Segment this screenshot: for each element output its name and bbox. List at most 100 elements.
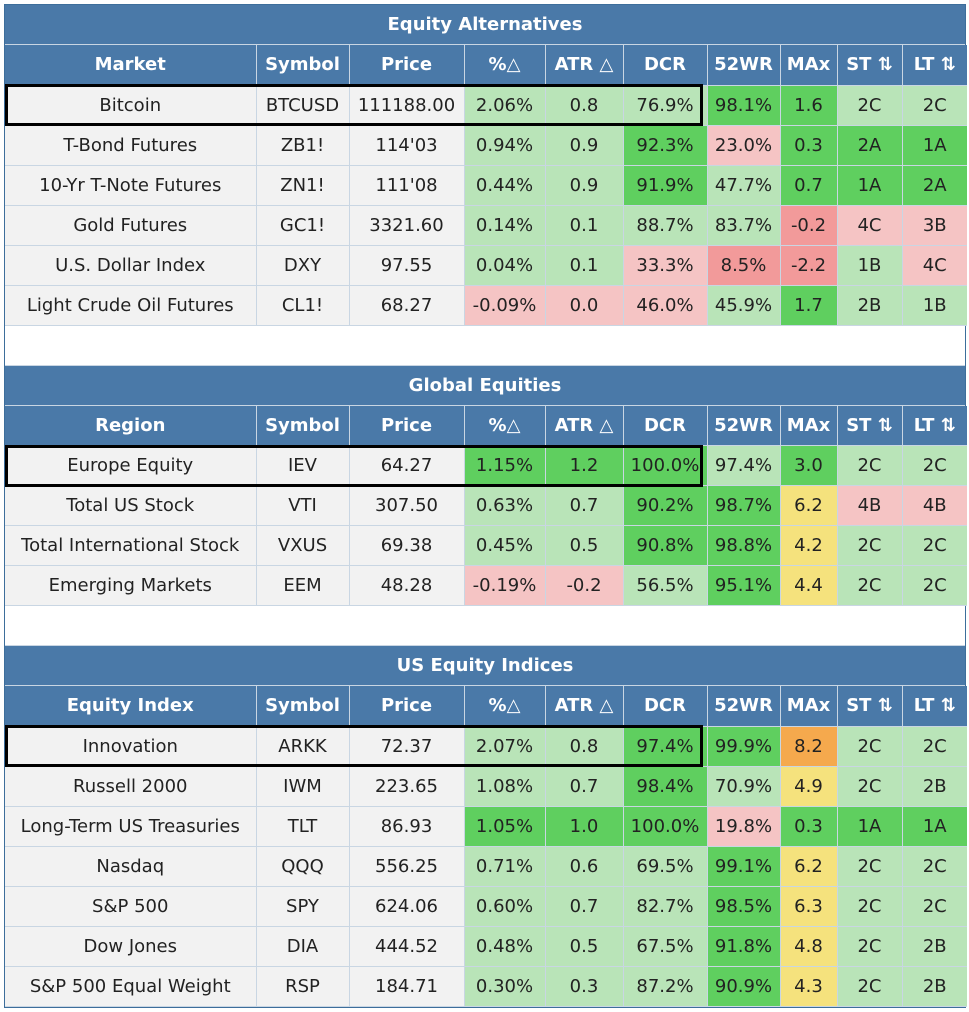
- table-row[interactable]: Total US Stock VTI 307.50 0.63% 0.7 90.2% 98.7…: [5, 485, 967, 526]
- section-global-equities: Global Equities Region Symbol Price %△ ATR △ D…: [5, 365, 967, 606]
- cell-price: 72.37: [349, 726, 465, 767]
- cell-max: 6.2: [780, 485, 838, 526]
- cell-dcr: 90.8%: [623, 525, 708, 566]
- column-header-name[interactable]: Market: [5, 45, 257, 86]
- cell-name: Long-Term US Treasuries: [5, 806, 257, 847]
- cell-atr-change: 0.9: [545, 165, 624, 206]
- cell-52wr: 23.0%: [707, 125, 781, 166]
- cell-symbol: DXY: [256, 245, 350, 286]
- cell-lt: 2C: [902, 846, 967, 887]
- cell-52wr: 45.9%: [707, 285, 781, 326]
- cell-pct-change: -0.19%: [464, 565, 546, 606]
- cell-max: -0.2: [780, 205, 838, 246]
- cell-st: 4B: [837, 485, 903, 526]
- column-header-52wr[interactable]: 52WR: [707, 45, 781, 86]
- column-header-price[interactable]: Price: [349, 686, 465, 727]
- table-row[interactable]: Innovation ARKK 72.37 2.07% 0.8 97.4% 99.9% 8.2…: [5, 726, 967, 767]
- table-row[interactable]: Bitcoin BTCUSD 111188.00 2.06% 0.8 76.9% 98.1%…: [5, 85, 967, 126]
- column-header-atr-change[interactable]: ATR △: [545, 686, 624, 727]
- cell-dcr: 87.2%: [623, 966, 708, 1007]
- table-row[interactable]: Emerging Markets EEM 48.28 -0.19% -0.2 56.5% 9…: [5, 565, 967, 606]
- column-header-name[interactable]: Region: [5, 405, 257, 446]
- cell-lt: 3B: [902, 205, 967, 246]
- table-row[interactable]: Long-Term US Treasuries TLT 86.93 1.05% 1.0 1…: [5, 806, 967, 847]
- column-header-lt[interactable]: LT ⇅: [902, 686, 967, 727]
- cell-price: 307.50: [349, 485, 465, 526]
- column-header-dcr[interactable]: DCR: [623, 405, 708, 446]
- column-header-max[interactable]: MAx: [780, 686, 838, 727]
- cell-lt: 2C: [902, 85, 967, 126]
- table-row[interactable]: Light Crude Oil Futures CL1! 68.27 -0.09% 0.…: [5, 285, 967, 326]
- table-row[interactable]: 10-Yr T-Note Futures ZN1! 111'08 0.44% 0.9 91…: [5, 165, 967, 206]
- cell-atr-change: 0.0: [545, 285, 624, 326]
- cell-max: 3.0: [780, 445, 838, 486]
- cell-st: 2C: [837, 525, 903, 566]
- data-table: Equity Index Symbol Price %△ ATR △ DCR 52WR MAx…: [5, 686, 967, 1007]
- column-header-symbol[interactable]: Symbol: [256, 45, 350, 86]
- cell-dcr: 88.7%: [623, 205, 708, 246]
- column-header-st[interactable]: ST ⇅: [837, 405, 903, 446]
- cell-dcr: 92.3%: [623, 125, 708, 166]
- column-header-lt[interactable]: LT ⇅: [902, 405, 967, 446]
- cell-pct-change: 2.06%: [464, 85, 546, 126]
- column-header-lt[interactable]: LT ⇅: [902, 45, 967, 86]
- table-row[interactable]: U.S. Dollar Index DXY 97.55 0.04% 0.1 33.3% 8.…: [5, 245, 967, 286]
- cell-symbol: ZN1!: [256, 165, 350, 206]
- column-header-symbol[interactable]: Symbol: [256, 405, 350, 446]
- cell-price: 64.27: [349, 445, 465, 486]
- cell-price: 69.38: [349, 525, 465, 566]
- column-header-52wr[interactable]: 52WR: [707, 405, 781, 446]
- table-row[interactable]: S&P 500 SPY 624.06 0.60% 0.7 82.7% 98.5% 6.3 2C 2…: [5, 886, 967, 927]
- cell-52wr: 91.8%: [707, 926, 781, 967]
- header-row: Market Symbol Price %△ ATR △ DCR 52WR MAx ST ⇅ LT…: [5, 45, 967, 86]
- column-header-dcr[interactable]: DCR: [623, 45, 708, 86]
- cell-dcr: 98.4%: [623, 766, 708, 807]
- cell-symbol: IWM: [256, 766, 350, 807]
- cell-max: 1.6: [780, 85, 838, 126]
- table-row[interactable]: Europe Equity IEV 64.27 1.15% 1.2 100.0% 97.4%…: [5, 445, 967, 486]
- cell-pct-change: 0.04%: [464, 245, 546, 286]
- column-header-pct-change[interactable]: %△: [464, 405, 546, 446]
- column-header-price[interactable]: Price: [349, 45, 465, 86]
- cell-lt: 4C: [902, 245, 967, 286]
- column-header-atr-change[interactable]: ATR △: [545, 405, 624, 446]
- cell-atr-change: 0.8: [545, 85, 624, 126]
- column-header-st[interactable]: ST ⇅: [837, 686, 903, 727]
- table-row[interactable]: T-Bond Futures ZB1! 114'03 0.94% 0.9 92.3% 23.…: [5, 125, 967, 166]
- table-row[interactable]: Total International Stock VXUS 69.38 0.45% 0…: [5, 525, 967, 566]
- column-header-symbol[interactable]: Symbol: [256, 686, 350, 727]
- cell-atr-change: 0.8: [545, 726, 624, 767]
- column-header-st[interactable]: ST ⇅: [837, 45, 903, 86]
- cell-lt: 2B: [902, 926, 967, 967]
- column-header-pct-change[interactable]: %△: [464, 686, 546, 727]
- column-header-52wr[interactable]: 52WR: [707, 686, 781, 727]
- cell-52wr: 99.1%: [707, 846, 781, 887]
- table-row[interactable]: Russell 2000 IWM 223.65 1.08% 0.7 98.4% 70.9% 4…: [5, 766, 967, 807]
- cell-st: 4C: [837, 205, 903, 246]
- column-header-pct-change[interactable]: %△: [464, 45, 546, 86]
- column-header-dcr[interactable]: DCR: [623, 686, 708, 727]
- cell-max: 4.8: [780, 926, 838, 967]
- table-row[interactable]: Dow Jones DIA 444.52 0.48% 0.5 67.5% 91.8% 4.8 2…: [5, 926, 967, 967]
- column-header-name[interactable]: Equity Index: [5, 686, 257, 727]
- cell-st: 2A: [837, 125, 903, 166]
- cell-max: -2.2: [780, 245, 838, 286]
- cell-52wr: 19.8%: [707, 806, 781, 847]
- column-header-price[interactable]: Price: [349, 405, 465, 446]
- table-row[interactable]: Gold Futures GC1! 3321.60 0.14% 0.1 88.7% 83.7…: [5, 205, 967, 246]
- table-row[interactable]: S&P 500 Equal Weight RSP 184.71 0.30% 0.3 87.…: [5, 966, 967, 1007]
- column-header-max[interactable]: MAx: [780, 405, 838, 446]
- cell-name: Europe Equity: [5, 445, 257, 486]
- cell-symbol: CL1!: [256, 285, 350, 326]
- cell-52wr: 98.1%: [707, 85, 781, 126]
- cell-price: 223.65: [349, 766, 465, 807]
- section-title: US Equity Indices: [5, 646, 965, 686]
- column-header-atr-change[interactable]: ATR △: [545, 45, 624, 86]
- header-row: Equity Index Symbol Price %△ ATR △ DCR 52WR MAx…: [5, 686, 967, 727]
- cell-dcr: 67.5%: [623, 926, 708, 967]
- table-row[interactable]: Nasdaq QQQ 556.25 0.71% 0.6 69.5% 99.1% 6.2 2C 2C: [5, 846, 967, 887]
- column-header-max[interactable]: MAx: [780, 45, 838, 86]
- cell-dcr: 100.0%: [623, 445, 708, 486]
- cell-atr-change: 1.2: [545, 445, 624, 486]
- cell-st: 2C: [837, 886, 903, 927]
